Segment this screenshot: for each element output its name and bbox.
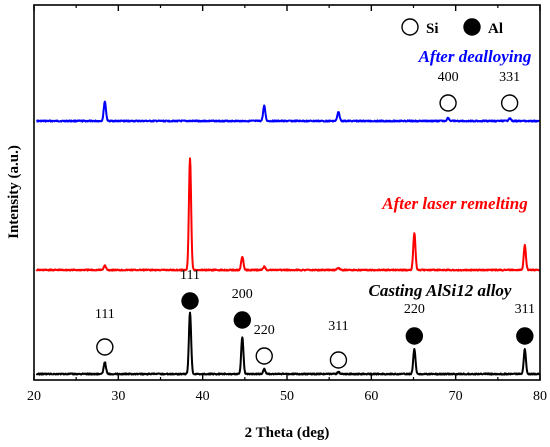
x-tick-label: 60 (364, 389, 378, 404)
peak-index-label: 200 (232, 287, 253, 302)
peak-marker-al-icon (516, 327, 534, 345)
peak-marker-al-icon (233, 311, 252, 329)
peak-marker-si-icon (439, 94, 457, 112)
x-tick-label: 70 (449, 389, 463, 404)
legend-si-label: Si (426, 21, 439, 37)
y-axis-title: Intensity (a.u.) (6, 145, 22, 239)
peak-index-label: 331 (499, 70, 520, 85)
series-line-after-dealloying (35, 100, 540, 123)
peak-index-label: 400 (438, 70, 459, 85)
peak-marker-al-icon (405, 327, 424, 345)
peak-marker-si-icon (255, 347, 273, 365)
peak-index-label: 220 (404, 302, 425, 317)
x-tick-label: 50 (280, 389, 294, 404)
peak-index-label: 311 (328, 319, 348, 334)
legend-si-open-circle-icon (401, 18, 419, 36)
peak-marker-si-icon (96, 338, 114, 356)
x-axis-title: 2 Theta (deg) (245, 425, 330, 441)
peak-marker-si-icon (329, 351, 348, 369)
legend-al-filled-circle-icon (463, 18, 481, 36)
peak-index-label: 111 (95, 307, 115, 322)
series-label-after-dealloying: After dealloying (418, 47, 532, 66)
series-layer: After dealloying After laser remelting Cas… (35, 47, 541, 376)
x-axis: 20 30 40 50 60 70 80 (27, 5, 547, 404)
series-label-after-laser-remelting: After laser remelting (381, 194, 528, 213)
peak-marker-al-icon (181, 292, 199, 310)
x-tick-label: 40 (196, 389, 210, 404)
annotation-layer: 400 331 111 111 200 220 311 220 311 (95, 70, 535, 369)
x-tick-label: 80 (533, 389, 547, 404)
peak-index-label: 311 (515, 302, 535, 317)
x-tick-label: 20 (27, 389, 41, 404)
legend-al-label: Al (488, 21, 503, 37)
x-tick-label: 30 (111, 389, 125, 404)
series-line-after-laser-remelting (35, 157, 541, 272)
peak-index-label: 111 (180, 268, 200, 283)
series-label-casting-alsi12-alloy: Casting AlSi12 alloy (369, 281, 512, 300)
legend: Si Al (401, 18, 503, 37)
peak-marker-si-icon (500, 94, 519, 112)
peak-index-label: 220 (254, 323, 275, 338)
